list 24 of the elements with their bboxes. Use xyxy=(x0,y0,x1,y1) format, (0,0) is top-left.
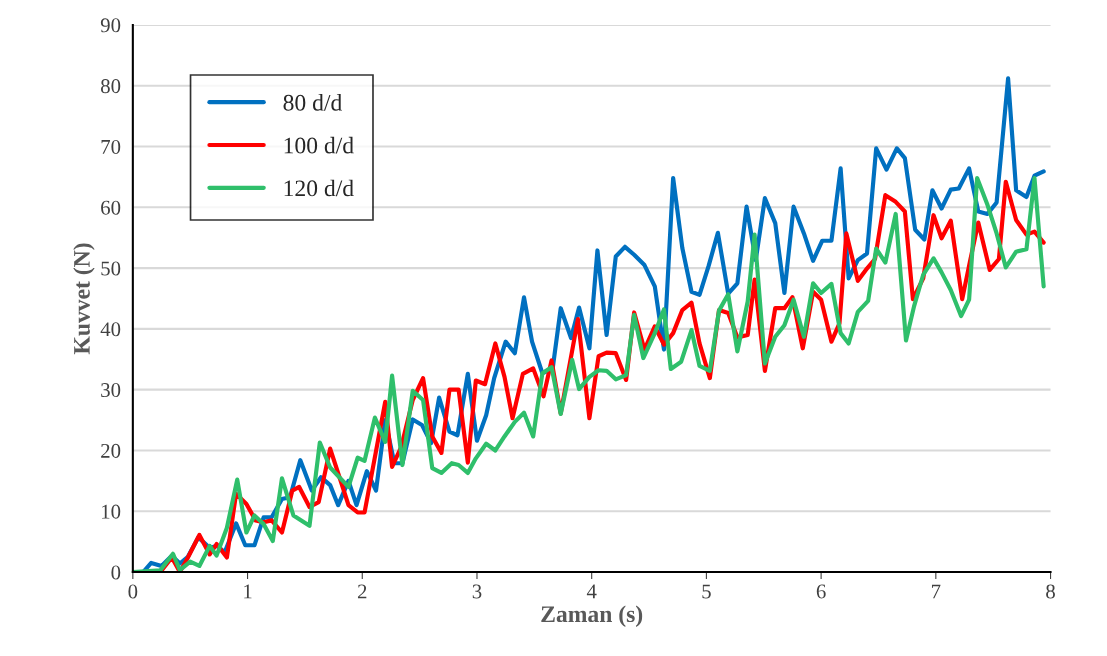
x-tick-label: 7 xyxy=(932,584,941,599)
x-tick-label: 3 xyxy=(472,584,482,599)
x-tick-label: 1 xyxy=(244,584,252,599)
x-tick-label: 2 xyxy=(357,584,367,599)
x-tick-label: 5 xyxy=(702,584,711,599)
y-tick-label: 90 xyxy=(100,18,121,33)
y-tick-label: 20 xyxy=(101,443,121,458)
y-tick-label: 30 xyxy=(101,383,121,398)
y-tick-label: 60 xyxy=(101,200,121,215)
x-axis-title: Zaman (s) xyxy=(541,605,643,627)
y-axis-title: Kuvvet (N) xyxy=(73,243,95,355)
x-tick-label: 0 xyxy=(128,584,138,599)
x-tick-label: 6 xyxy=(816,584,826,599)
y-tick-label: 50 xyxy=(101,261,121,276)
y-tick-label: 10 xyxy=(102,504,121,519)
x-tick-label: 8 xyxy=(1046,584,1055,599)
y-tick-label: 0 xyxy=(111,565,121,580)
legend-label: 80 d/d xyxy=(283,94,343,111)
y-tick-label: 40 xyxy=(100,322,121,337)
legend-label: 100 d/d xyxy=(284,136,354,154)
x-tick-label: 4 xyxy=(586,584,597,599)
legend-label: 120 d/d xyxy=(284,179,354,197)
y-tick-label: 70 xyxy=(101,139,121,154)
y-tick-label: 80 xyxy=(101,79,121,94)
